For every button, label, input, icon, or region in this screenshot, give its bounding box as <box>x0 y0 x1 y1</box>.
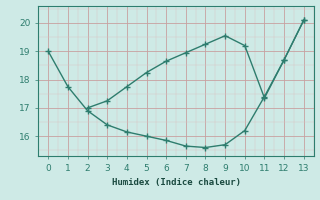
X-axis label: Humidex (Indice chaleur): Humidex (Indice chaleur) <box>111 178 241 187</box>
